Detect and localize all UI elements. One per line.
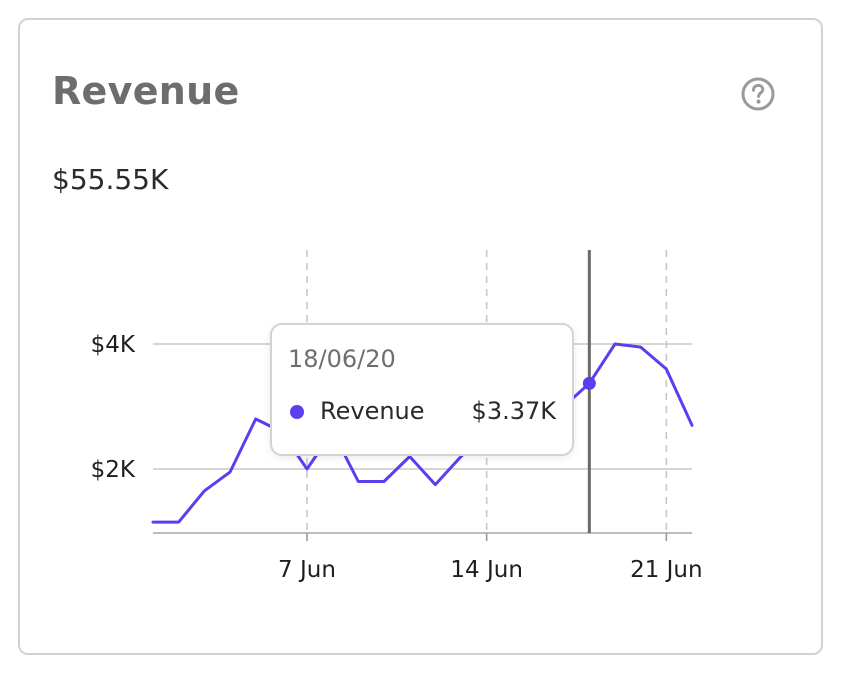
chart-series	[151, 342, 694, 524]
x-tick-label: 21 Jun	[630, 557, 703, 583]
tooltip-date: 18/06/20	[288, 345, 396, 373]
x-tick-label: 7 Jun	[278, 557, 336, 583]
revenue-series-line	[151, 342, 694, 524]
y-tick-label: $2K	[91, 457, 136, 483]
card-title: Revenue	[52, 69, 240, 113]
revenue-total: $55.55K	[52, 163, 169, 196]
tooltip-series-dot	[290, 405, 304, 419]
chart-axis-labels: $2K $4K 7 Jun 14 Jun 21 Jun	[91, 332, 703, 583]
y-tick-label: $4K	[91, 332, 136, 358]
chart-tooltip: 18/06/20 Revenue $3.37K	[270, 323, 574, 456]
tooltip-series-label: Revenue	[320, 397, 425, 425]
x-tick-label: 14 Jun	[450, 557, 523, 583]
help-circle-icon[interactable]	[741, 77, 775, 111]
highlighted-point	[582, 376, 596, 390]
tooltip-value: $3.37K	[471, 397, 556, 425]
